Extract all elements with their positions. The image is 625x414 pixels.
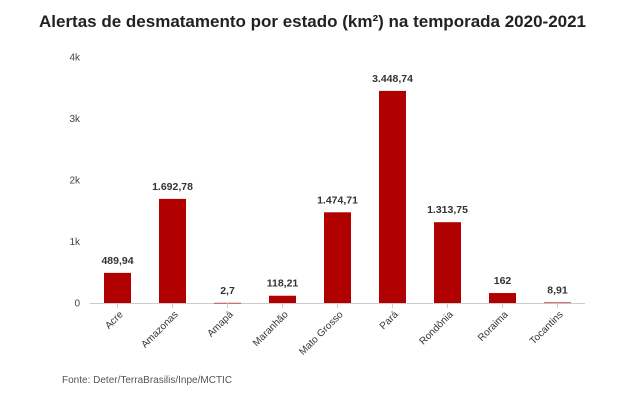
x-tick-label: Roraima [476,309,511,344]
data-label: 118,21 [267,278,299,290]
x-tick-label: Tocantins [528,309,566,347]
y-tick-label: 3k [69,114,81,125]
data-label: 8,91 [547,284,568,296]
bar [104,272,131,303]
data-label: 1.692,78 [152,181,193,193]
bar [489,293,516,303]
bar [544,302,571,304]
source-note: Fonte: Deter/TerraBrasilis/Inpe/MCTIC [62,375,233,386]
bar [379,90,406,303]
x-tick-label: Amapá [205,309,235,339]
bar [324,212,351,303]
data-label: 1.474,71 [317,194,358,206]
data-label: 162 [494,275,512,287]
bar [159,198,186,303]
y-tick-label: 4k [69,53,81,64]
y-tick-label: 2k [69,176,81,187]
data-label: 489,94 [101,255,133,267]
x-tick-label: Acre [103,309,126,332]
bar [434,222,461,303]
y-tick-label: 1k [69,237,81,248]
x-tick-label: Rondônia [418,309,456,347]
x-tick-label: Mato Grosso [297,309,346,358]
data-label: 2,7 [220,285,235,297]
data-label: 3.448,74 [372,73,413,85]
x-tick-label: Pará [378,309,401,332]
y-tick-label: 0 [74,299,80,310]
chart-title: Alertas de desmatamento por estado (km²)… [38,12,587,31]
x-tick-label: Maranhão [251,309,291,349]
x-tick-label: Amazonas [139,309,180,350]
bar [269,295,296,303]
data-label: 1.313,75 [427,204,468,216]
